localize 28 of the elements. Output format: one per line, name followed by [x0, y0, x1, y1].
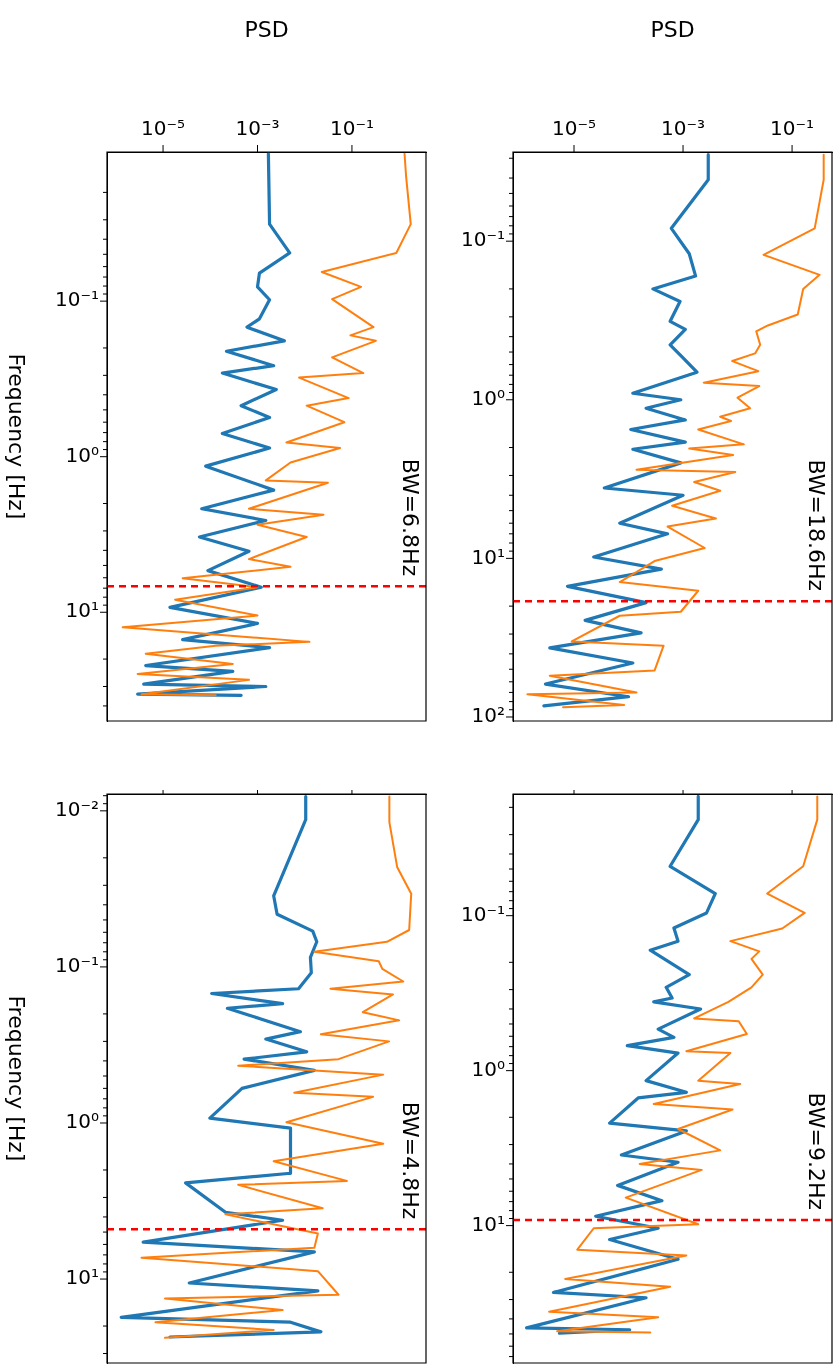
y-tick-label: 10²	[471, 703, 505, 728]
ref-line-label: BW=6.8Hz	[398, 458, 424, 577]
y-tick-label: 10⁰	[471, 385, 505, 410]
y-tick-label: 10⁻¹	[460, 227, 505, 252]
x-tick-label: 10⁻¹	[770, 116, 815, 141]
y-axis-title: Frequency [Hz]	[4, 995, 30, 1162]
x-tick-label: 10⁻⁵	[141, 116, 186, 141]
y-tick-label: 10⁻¹	[460, 901, 505, 926]
y-tick-label: 10⁻¹	[54, 953, 99, 978]
x-tick-label: 10⁻³	[235, 116, 280, 141]
x-axis-title: PSD	[650, 16, 695, 42]
y-tick-label: 10⁰	[471, 1056, 505, 1081]
ref-line-label: BW=18.6Hz	[804, 459, 830, 592]
ref-line-label: BW=9.2Hz	[804, 1092, 830, 1211]
x-tick-label: 10⁻⁵	[552, 116, 597, 141]
y-tick-label: 10¹	[471, 544, 505, 569]
y-axis-title: Frequency [Hz]	[4, 353, 30, 520]
ref-line-label: BW=4.8Hz	[398, 1101, 424, 1220]
y-tick-label: 10¹	[65, 598, 99, 623]
y-tick-label: 10¹	[471, 1211, 505, 1236]
y-tick-label: 10⁻²	[54, 797, 99, 822]
y-tick-label: 10⁰	[65, 442, 99, 467]
x-axis-title: PSD	[244, 16, 289, 42]
x-tick-label: 10⁻¹	[329, 116, 374, 141]
x-tick-label: 10⁻³	[661, 116, 706, 141]
y-tick-label: 10⁻¹	[54, 287, 99, 312]
y-tick-label: 10¹	[65, 1265, 99, 1290]
y-tick-label: 10⁰	[65, 1109, 99, 1134]
